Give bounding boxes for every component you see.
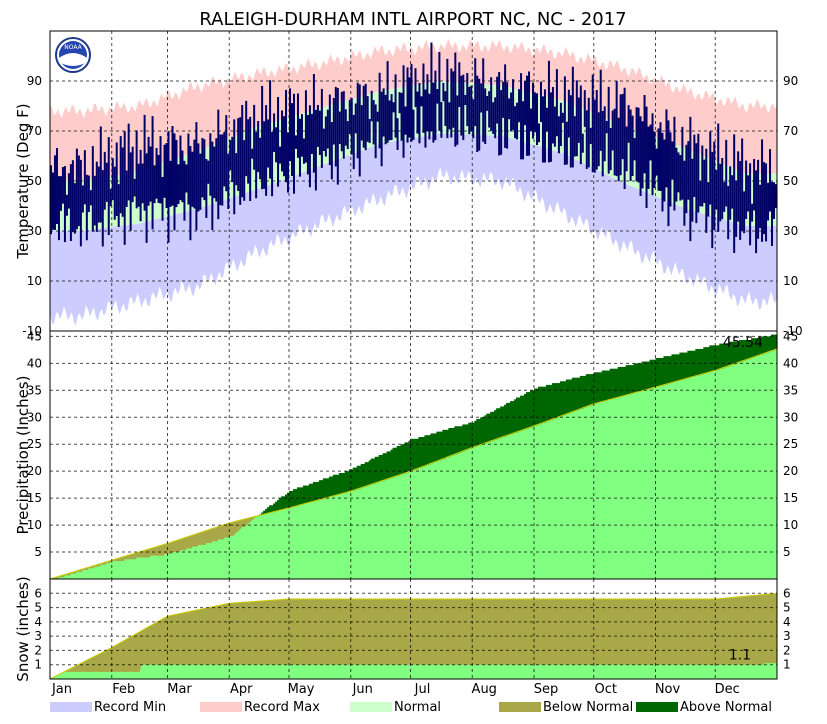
precipitation-ytick-right: 45 [783,329,798,343]
snow-ytick-left: 2 [34,643,42,657]
legend: Record Min Record Max Normal Below Normal Ab… [50,700,772,715]
precipitation-ytick-right: 25 [783,437,798,451]
temperature-ytick-left: 90 [27,74,42,88]
precipitation-axis-title: Precipitation (Inches) [14,376,32,535]
precipitation-ytick-right: 5 [783,545,791,559]
month-label-oct: Oct [595,682,617,697]
month-label-nov: Nov [655,682,681,697]
temperature-axis-title: Temperature (Deg F) [14,103,32,259]
snow-ytick-right: 3 [783,629,791,643]
precipitation-ytick-left: 5 [34,545,42,559]
month-label-dec: Dec [715,682,740,697]
snow-ytick-right: 1 [783,658,791,672]
snow-ytick-left: 6 [34,586,42,600]
snow-actual-area [50,663,777,679]
month-label-feb: Feb [112,682,135,697]
precipitation-ytick-right: 15 [783,491,798,505]
month-label-may: May [288,682,315,697]
legend-swatch-above-normal [636,702,678,712]
legend-label-above-normal: Above Normal [680,700,772,715]
legend-label-normal: Normal [394,700,441,715]
temperature-ytick-right: 90 [783,74,798,88]
precipitation-ytick-right: 40 [783,356,798,370]
snow-ytick-left: 4 [34,615,42,629]
noaa-logo: NOAA [56,38,90,72]
snow-ytick-right: 2 [783,643,791,657]
snow-ytick-right: 4 [783,615,791,629]
month-label-apr: Apr [230,682,253,697]
legend-label-record-max: Record Max [244,700,320,715]
precipitation-ytick-left: 40 [27,356,42,370]
legend-label-below-normal: Below Normal [543,700,633,715]
legend-swatch-below-normal [499,702,541,712]
month-label-jan: Jan [51,682,72,697]
month-axis: Jan Feb Mar Apr May Jun Jul Aug Sep Oct Nov Dec [51,682,740,697]
snow-ytick-left: 1 [34,658,42,672]
temperature-ytick-left: 10 [27,274,42,288]
temperature-ytick-right: 10 [783,274,798,288]
snow-ytick-left: 5 [34,601,42,615]
legend-label-record-min: Record Min [94,700,166,715]
month-label-aug: Aug [472,682,497,697]
legend-swatch-record-max [200,702,242,712]
snow-ytick-left: 3 [34,629,42,643]
month-label-jun: Jun [352,682,373,697]
month-label-mar: Mar [167,682,192,697]
snow-ytick-right: 5 [783,601,791,615]
legend-swatch-record-min [50,702,92,712]
precipitation-ytick-right: 10 [783,518,798,532]
snow-axis-title: Snow (inches) [14,576,32,681]
precipitation-ytick-right: 35 [783,383,798,397]
month-label-jul: Jul [414,682,431,697]
temperature-ytick-right: 30 [783,224,798,238]
precipitation-ytick-right: 30 [783,410,798,424]
precip-total-annotation: 45.54 [723,335,763,351]
chart-title: RALEIGH-DURHAM INTL AIRPORT NC, NC - 201… [199,9,626,30]
temperature-ytick-right: 50 [783,174,798,188]
legend-swatch-normal [350,702,392,712]
temperature-ytick-right: 70 [783,124,798,138]
precipitation-ytick-right: 20 [783,464,798,478]
month-label-sep: Sep [534,682,559,697]
precipitation-ytick-left: 45 [27,329,42,343]
snow-ytick-right: 6 [783,586,791,600]
snow-total-annotation: 1.1 [729,647,751,663]
noaa-logo-text: NOAA [64,44,82,51]
